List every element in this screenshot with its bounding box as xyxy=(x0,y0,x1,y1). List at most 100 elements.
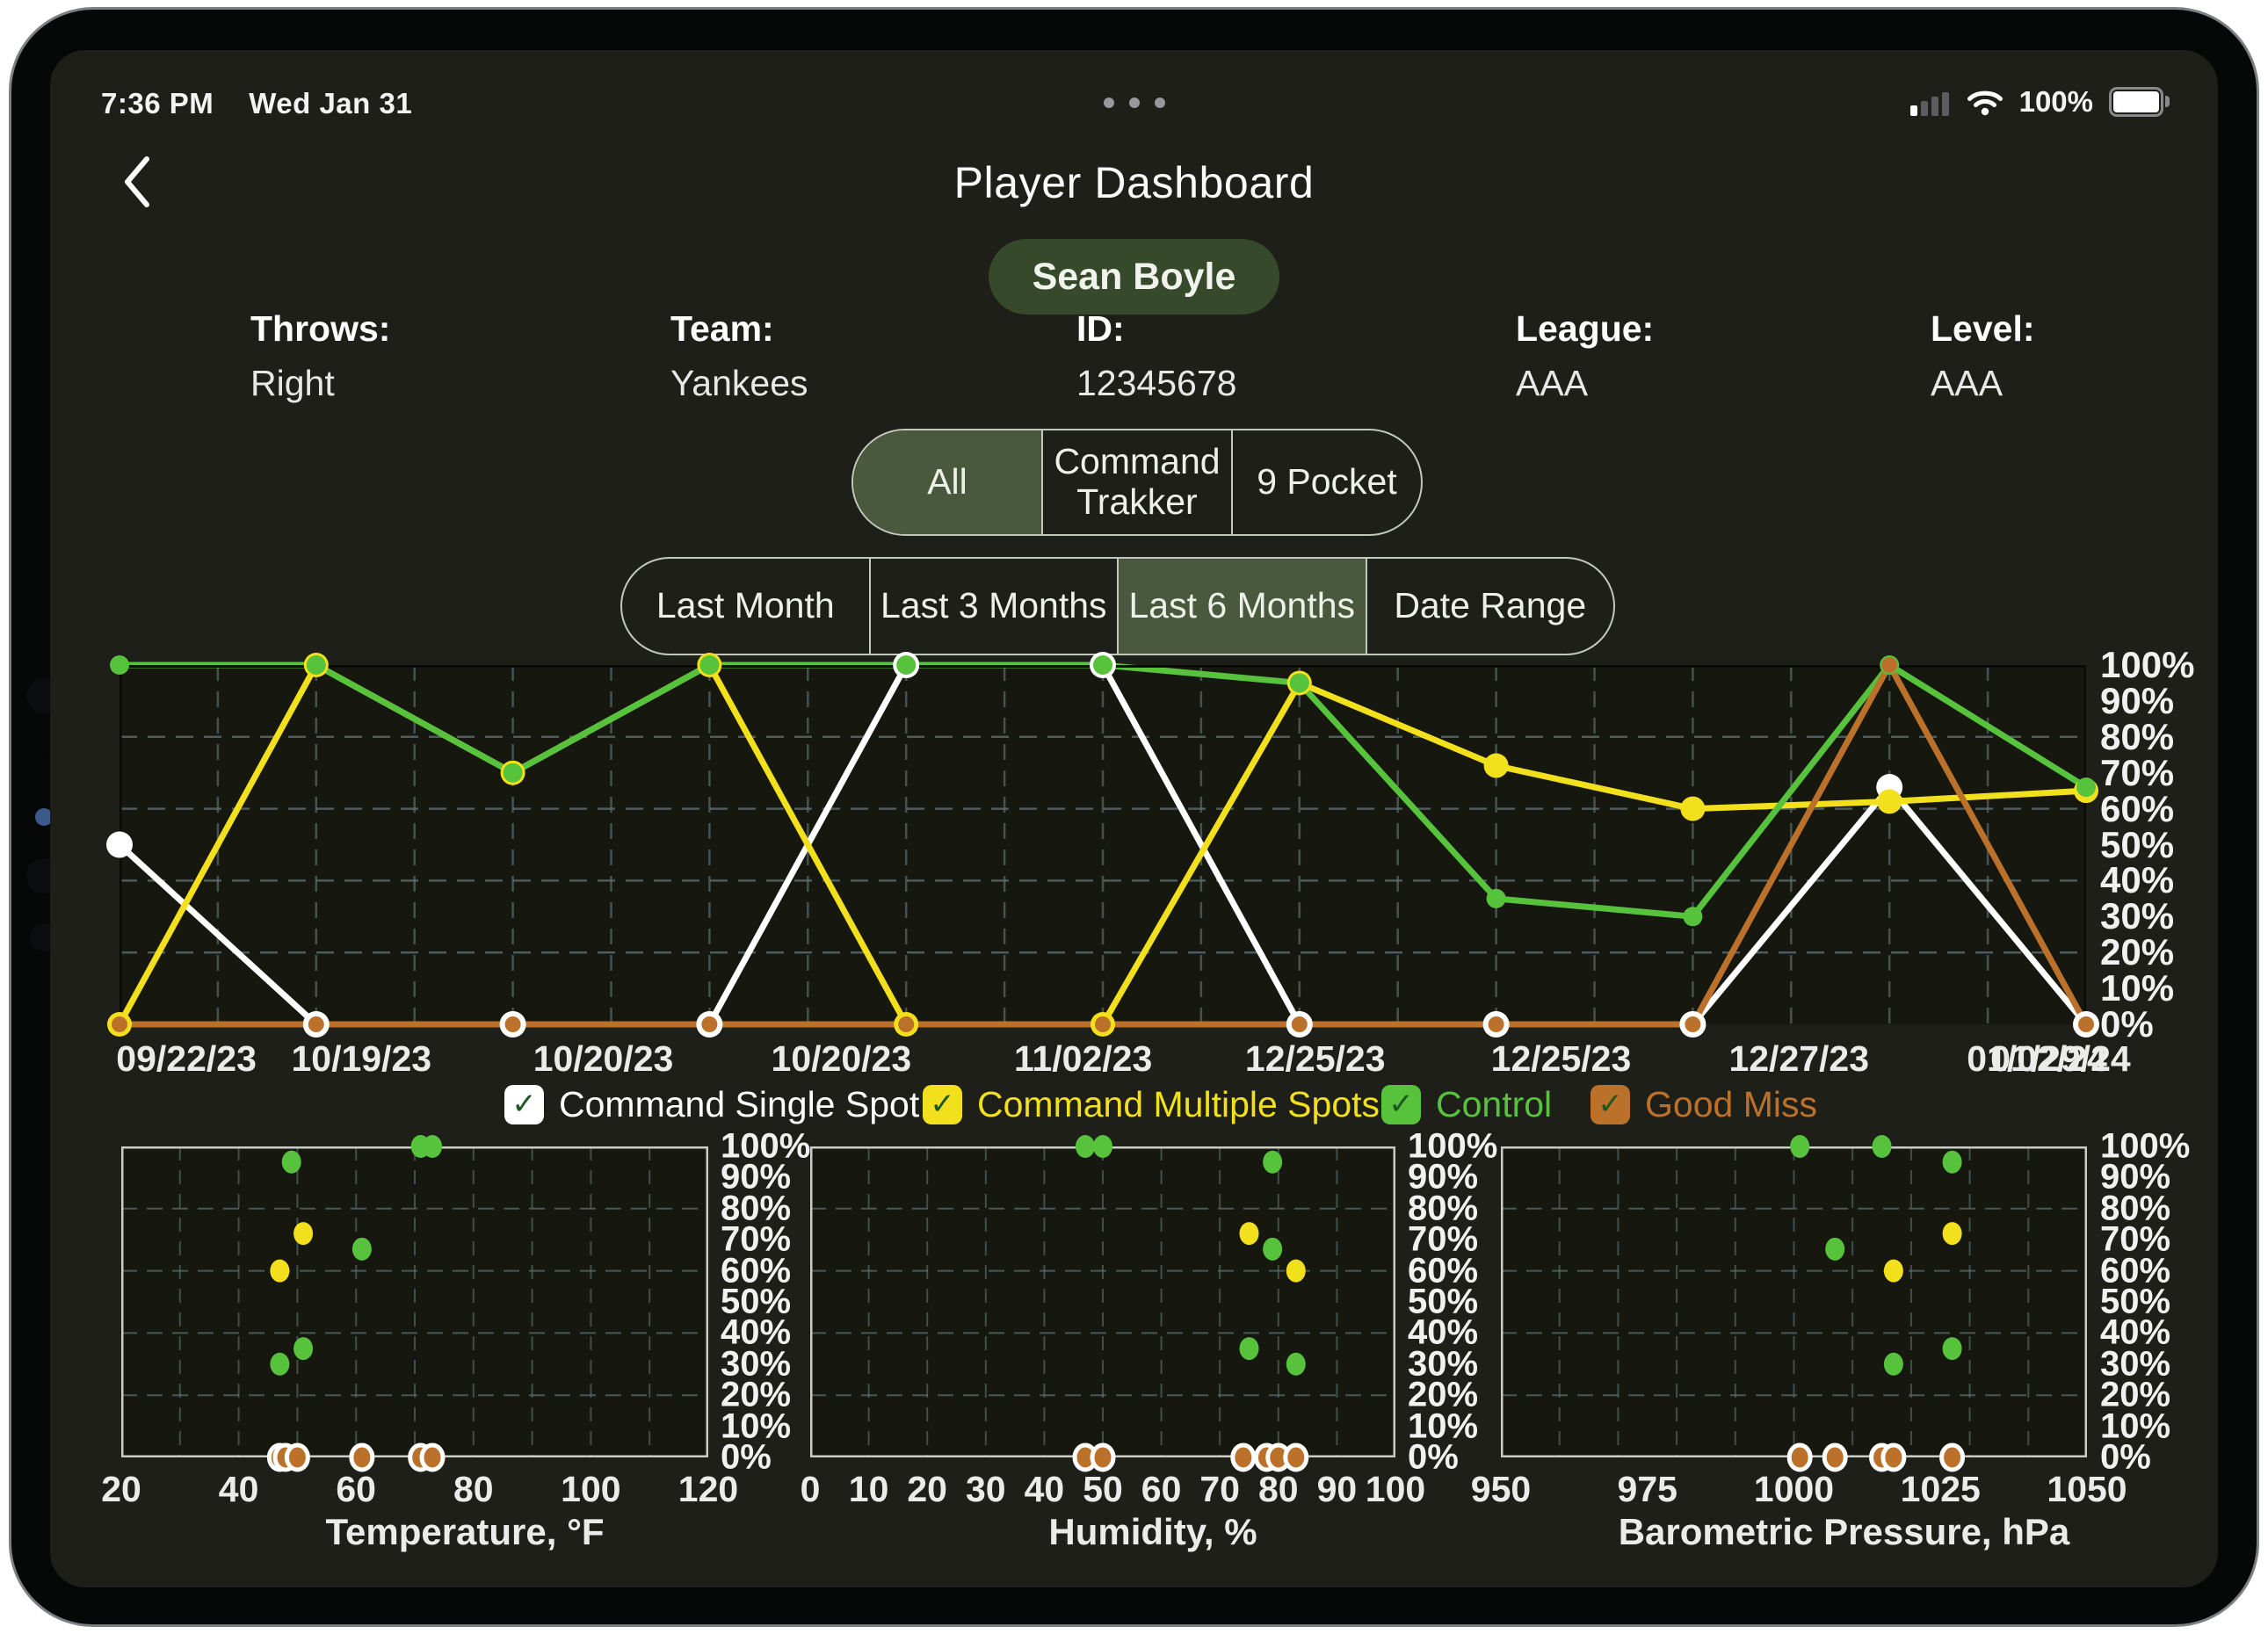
scatter-y-label: 70% xyxy=(1408,1219,1479,1259)
y-axis-label: 60% xyxy=(2100,787,2175,829)
scatter-point-control xyxy=(1093,1135,1112,1158)
scatter-point-command-multiple-spots xyxy=(1239,1222,1259,1246)
scatter-y-label: 20% xyxy=(2100,1375,2171,1414)
scatter-point-good-miss xyxy=(1880,1442,1907,1472)
scatter-y-label: 30% xyxy=(2100,1344,2171,1384)
scatter-point-command-multiple-spots xyxy=(1883,1259,1903,1283)
back-button[interactable] xyxy=(120,154,156,210)
legend-label: Good Miss xyxy=(1645,1083,1817,1124)
data-point-good-miss xyxy=(1291,1016,1308,1032)
scatter-x-tick: 10 xyxy=(848,1469,889,1509)
scatter-point-good-miss xyxy=(1230,1442,1257,1472)
scatter-point-command-multiple-spots xyxy=(293,1222,314,1246)
tab-last-3-months[interactable]: Last 3 Months xyxy=(868,559,1118,654)
scatter-y-label: 70% xyxy=(721,1219,792,1259)
scatter-y-label: 40% xyxy=(1408,1312,1479,1352)
x-axis-date-label: 01/02/24 xyxy=(1967,1038,2107,1079)
player-info-label: Throws: xyxy=(250,308,391,349)
scatter-x-tick: 1050 xyxy=(2047,1469,2127,1509)
scatter-y-label: 0% xyxy=(2100,1437,2151,1477)
data-point-control xyxy=(110,655,129,675)
scatter-point-good-miss xyxy=(419,1442,446,1472)
data-point-good-miss xyxy=(2078,1016,2094,1032)
player-info-id: ID: 12345678 xyxy=(1076,308,1236,404)
scatter-y-label: 0% xyxy=(721,1437,772,1477)
scatter-point-control xyxy=(1883,1352,1903,1376)
scatter-point-control xyxy=(270,1352,290,1376)
scatter-x-tick: 100 xyxy=(561,1469,621,1509)
scatter-point-control xyxy=(1239,1337,1259,1361)
scatter-y-label: 100% xyxy=(721,1126,811,1166)
scatter-y-label: 40% xyxy=(2100,1312,2171,1352)
y-axis-label: 90% xyxy=(2100,679,2175,721)
y-axis-label: 10% xyxy=(2100,967,2175,1009)
scatter-x-tick: 975 xyxy=(1617,1469,1677,1509)
scatter-point-good-miss xyxy=(1822,1442,1848,1472)
scatter-point-good-miss xyxy=(1939,1442,1966,1472)
tab-last-6-months[interactable]: Last 6 Months xyxy=(1117,559,1366,654)
data-point-good-miss xyxy=(1685,1016,1701,1032)
scatter-x-tick: 80 xyxy=(453,1469,494,1509)
legend-checkbox-command-multiple-spots[interactable]: ✓ xyxy=(923,1084,962,1124)
scatter-x-tick: 0 xyxy=(800,1469,821,1509)
data-point-control xyxy=(1683,907,1703,927)
x-axis-date-label: 10/19/23 xyxy=(291,1038,432,1079)
data-point-good-miss xyxy=(112,1016,127,1032)
data-point-control xyxy=(1486,888,1506,908)
scatter-point-command-multiple-spots xyxy=(270,1259,290,1283)
scatter-y-label: 40% xyxy=(721,1312,792,1352)
status-date: Wed Jan 31 xyxy=(249,87,413,119)
scatter-y-label: 70% xyxy=(2100,1219,2171,1259)
legend-checkbox-control[interactable]: ✓ xyxy=(1381,1084,1421,1124)
scatter-point-command-multiple-spots xyxy=(1286,1259,1306,1283)
tab-command-trakker[interactable]: Command Trakker xyxy=(1041,430,1231,534)
scatter-point-control xyxy=(1790,1135,1810,1158)
scatter-y-label: 10% xyxy=(2100,1406,2171,1446)
scatter-point-good-miss xyxy=(1283,1442,1309,1472)
legend-label: Command Multiple Spots xyxy=(977,1083,1380,1124)
scatter-y-label: 90% xyxy=(1408,1157,1479,1197)
x-axis-date-label: 12/27/23 xyxy=(1728,1038,1870,1079)
page-title: Player Dashboard xyxy=(953,158,1315,207)
scatter-point-control xyxy=(1286,1352,1306,1376)
scatter-y-label: 80% xyxy=(1408,1189,1479,1228)
y-axis-label: 40% xyxy=(2100,859,2175,901)
cellular-signal-icon xyxy=(1909,92,1949,116)
data-point-good-miss xyxy=(701,1016,718,1032)
player-info-value: Yankees xyxy=(670,363,808,403)
tab-date-range[interactable]: Date Range xyxy=(1365,559,1614,654)
player-name-pill[interactable]: Sean Boyle xyxy=(988,239,1280,315)
scatter-x-tick: 1025 xyxy=(1900,1469,1981,1509)
x-axis-date-label: 12/25/23 xyxy=(1490,1038,1632,1079)
scatter-x-tick: 90 xyxy=(1316,1469,1358,1509)
scatter-point-control xyxy=(1942,1337,1962,1361)
scatter-y-label: 50% xyxy=(2100,1282,2171,1321)
data-point-command-multiple-spots xyxy=(1680,796,1706,821)
performance-line-chart xyxy=(106,652,2099,1038)
player-info-team: Team: Yankees xyxy=(670,308,808,404)
multitasking-dots-icon[interactable] xyxy=(50,98,2218,108)
player-info-throws: Throws: Right xyxy=(250,308,390,404)
legend-checkbox-good-miss[interactable]: ✓ xyxy=(1590,1084,1630,1124)
data-point-good-miss xyxy=(308,1016,324,1032)
data-point-good-miss xyxy=(1881,657,1898,673)
tab-all[interactable]: All xyxy=(853,430,1041,534)
data-point-control xyxy=(1289,673,1309,693)
scatter-point-control xyxy=(1263,1237,1283,1261)
data-point-control xyxy=(306,655,326,675)
scatter-y-label: 60% xyxy=(1408,1251,1479,1291)
status-time: 7:36 PM xyxy=(101,87,214,119)
scatter-axis-title-barometric-pressure-hpa: Barometric Pressure, hPa xyxy=(1618,1511,2070,1552)
data-point-good-miss xyxy=(1095,1016,1111,1032)
tab-last-month[interactable]: Last Month xyxy=(656,585,835,626)
scatter-axis-title-humidity: Humidity, % xyxy=(1048,1511,1257,1552)
scatter-point-control xyxy=(1263,1150,1283,1174)
scatter-x-tick: 40 xyxy=(1024,1469,1065,1509)
scatter-x-tick: 120 xyxy=(678,1469,739,1509)
tab-9-pocket[interactable]: 9 Pocket xyxy=(1231,430,1421,534)
legend-checkbox-command-single-spot[interactable]: ✓ xyxy=(504,1084,544,1124)
scatter-y-label: 100% xyxy=(2100,1126,2191,1166)
player-info-value: 12345678 xyxy=(1076,363,1237,403)
wifi-icon xyxy=(1967,90,2003,116)
view-tabs: All Command Trakker 9 Pocket xyxy=(851,429,1423,536)
